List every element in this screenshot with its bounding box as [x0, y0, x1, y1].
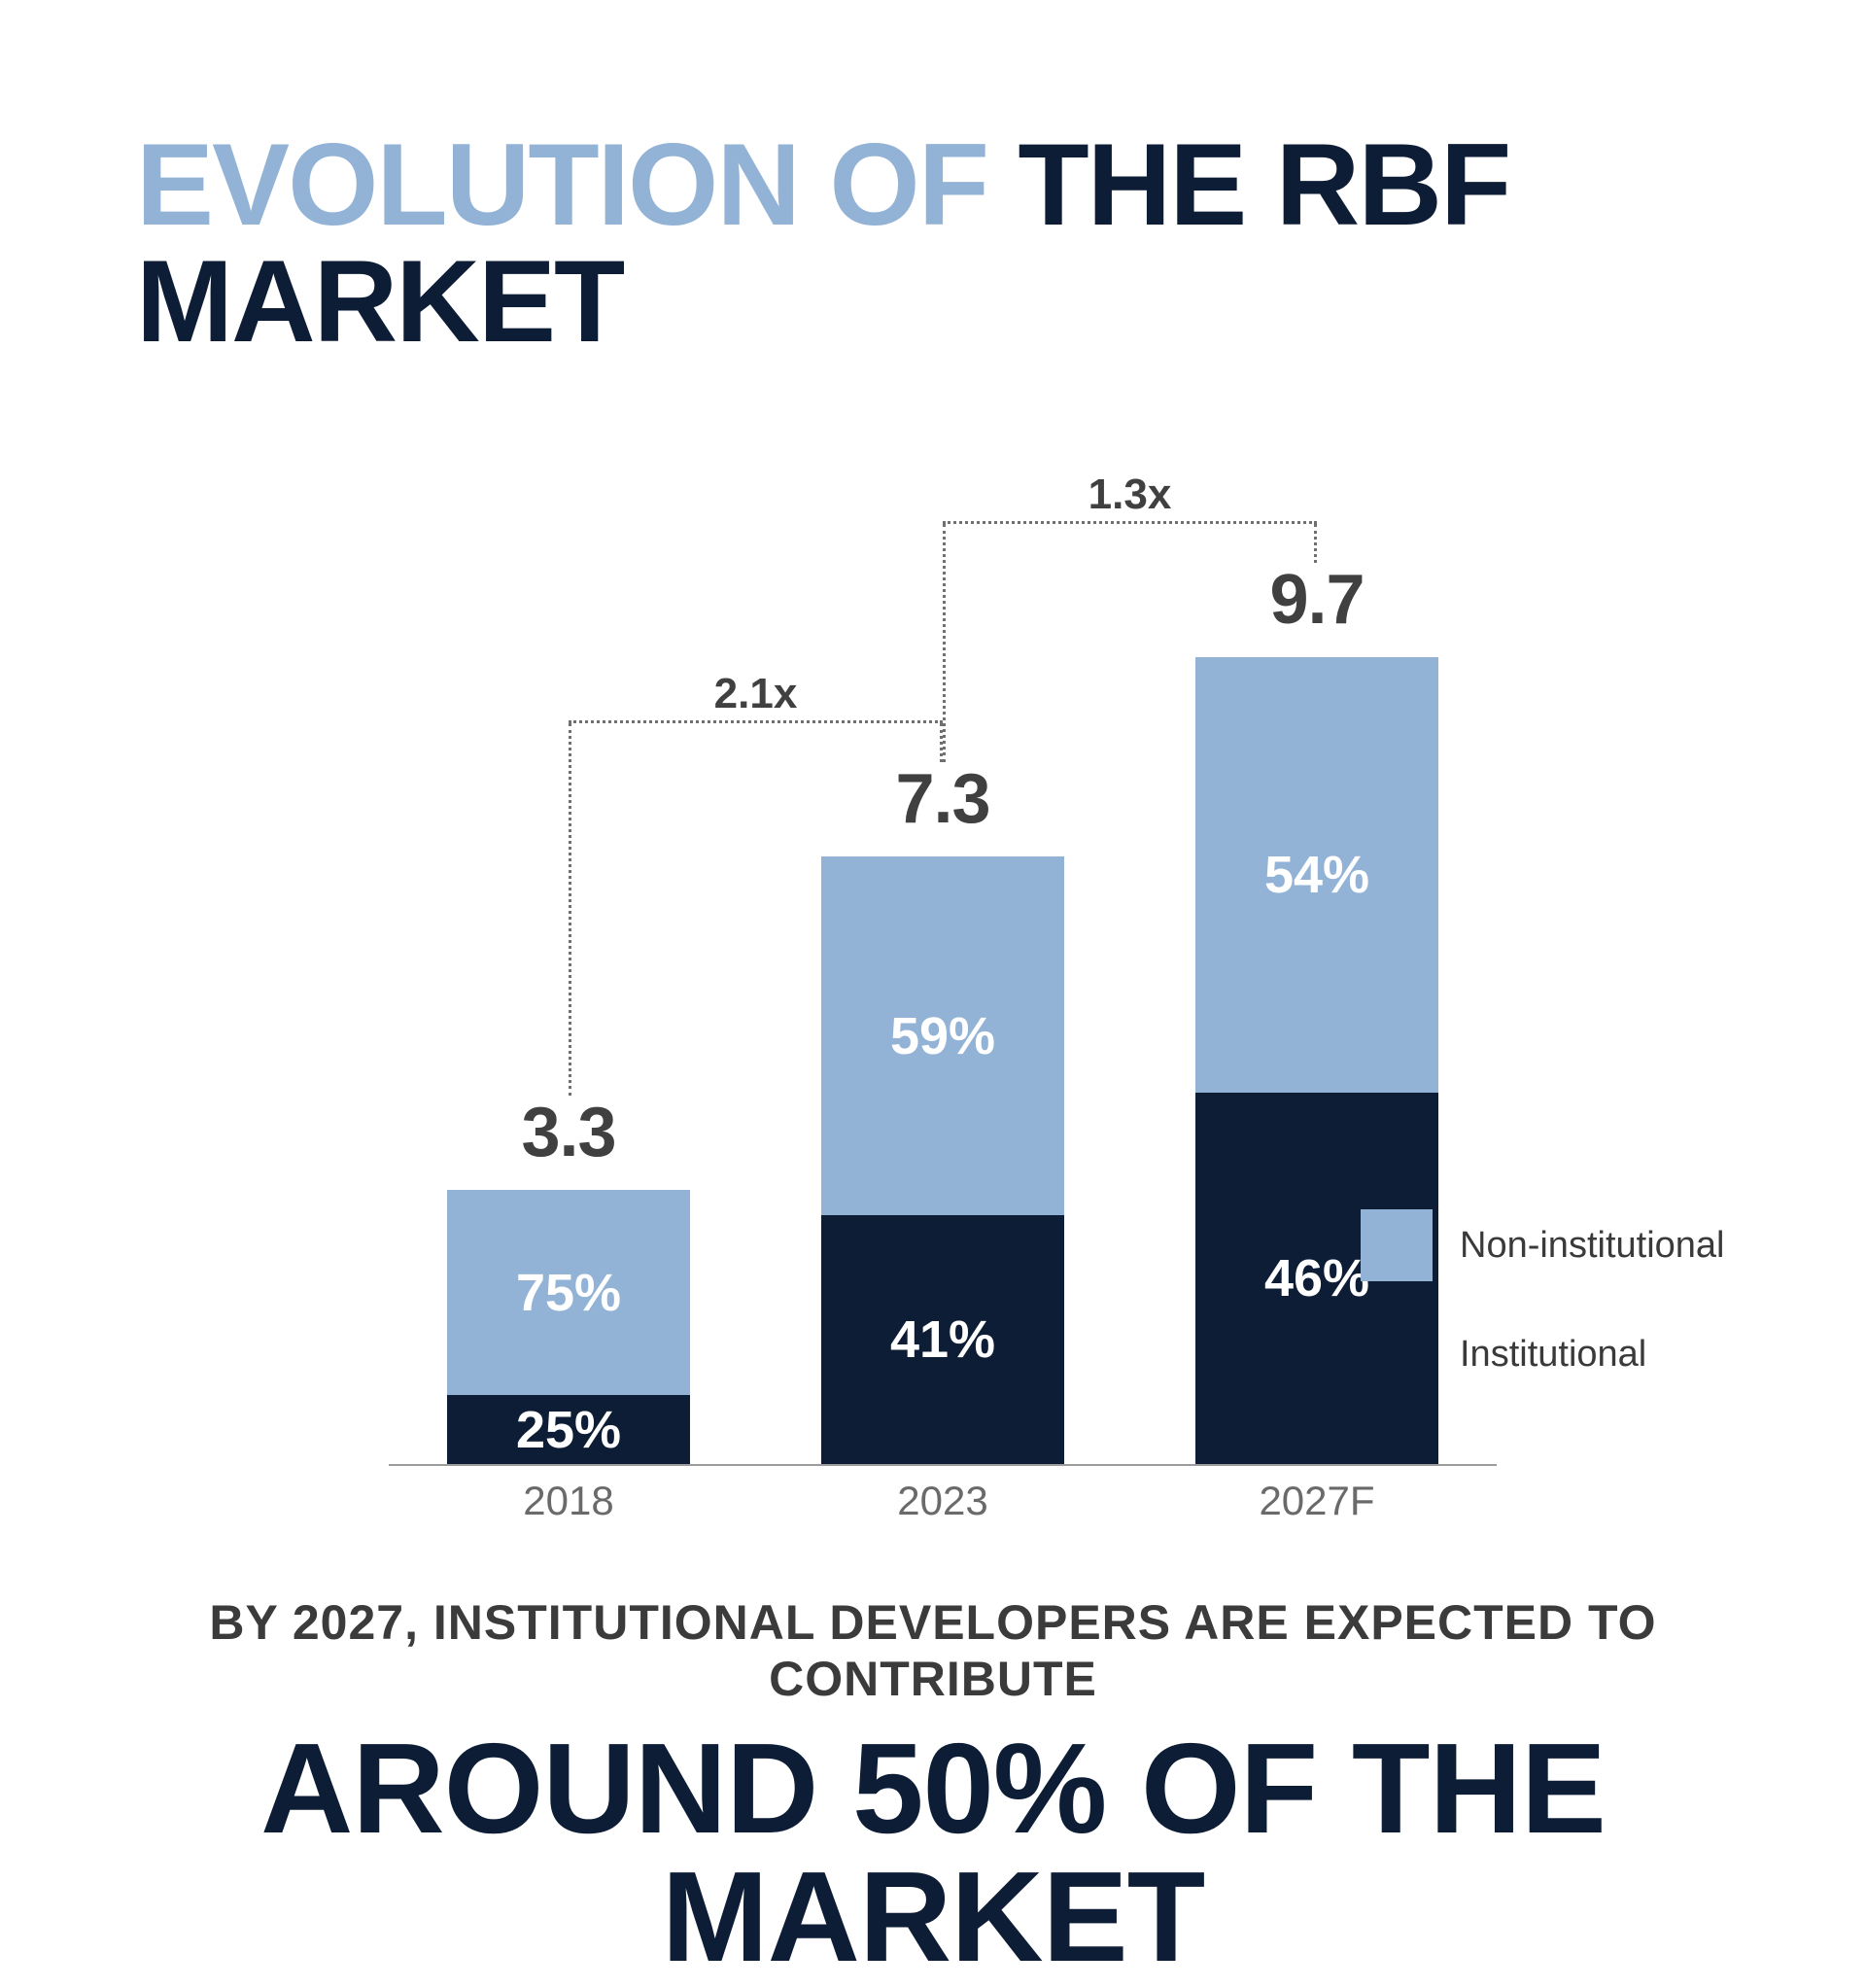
growth-multiplier-label: 1.3x: [1069, 471, 1192, 519]
chart-title: EVOLUTION OF THE RBF MARKET: [136, 126, 1730, 360]
segment-pct-label: 54%: [1264, 845, 1369, 905]
segment-pct-label: 41%: [890, 1309, 995, 1370]
bar-total-label: 7.3: [821, 759, 1064, 839]
plot-region: 3.3 75% 25% 2018 7.3 59% 41% 2023 9.7 54% 46% 2027F…: [389, 506, 1497, 1526]
bar-segment-non_institutional: 54%: [1195, 657, 1438, 1093]
segment-pct-label: 25%: [516, 1400, 621, 1460]
segment-pct-label: 46%: [1264, 1248, 1369, 1308]
legend-item-non_institutional: Non-institutional: [1361, 1209, 1730, 1281]
legend-swatch: [1361, 1209, 1433, 1281]
legend-swatch: [1361, 1318, 1433, 1390]
legend-item-institutional: Institutional: [1361, 1318, 1730, 1390]
bar-segment-non_institutional: 59%: [821, 856, 1064, 1215]
legend: Non-institutional Institutional: [1361, 1172, 1730, 1390]
growth-connector: 2.1x: [569, 720, 943, 723]
bar-segment-institutional: 25%: [447, 1395, 690, 1464]
footer-callout: BY 2027, INSTITUTIONAL DEVELOPERS ARE EX…: [136, 1594, 1730, 1981]
bar-total-label: 9.7: [1195, 560, 1438, 640]
x-axis-label: 2018: [447, 1478, 690, 1524]
x-axis-line: [389, 1464, 1497, 1466]
segment-pct-label: 59%: [890, 1006, 995, 1066]
footer-line-2: AROUND 50% OF THE MARKET: [136, 1725, 1730, 1981]
growth-connector: 1.3x: [943, 521, 1317, 524]
bar-segment-institutional: 41%: [821, 1215, 1064, 1464]
bar-total-label: 3.3: [447, 1093, 690, 1172]
title-part-1: EVOLUTION OF: [136, 120, 1018, 250]
footer-line-1: BY 2027, INSTITUTIONAL DEVELOPERS ARE EX…: [136, 1594, 1730, 1707]
chart-area: 3.3 75% 25% 2018 7.3 59% 41% 2023 9.7 54% 46% 2027F…: [136, 506, 1730, 1526]
segment-pct-label: 75%: [516, 1263, 621, 1323]
bar-2018: 3.375%25%2018: [447, 1190, 690, 1464]
legend-label: Non-institutional: [1460, 1225, 1724, 1267]
x-axis-label: 2023: [821, 1478, 1064, 1524]
legend-label: Institutional: [1460, 1334, 1646, 1376]
growth-multiplier-label: 2.1x: [695, 670, 817, 718]
x-axis-label: 2027F: [1195, 1478, 1438, 1524]
bar-segment-non_institutional: 75%: [447, 1190, 690, 1396]
bar-2023: 7.359%41%2023: [821, 856, 1064, 1464]
